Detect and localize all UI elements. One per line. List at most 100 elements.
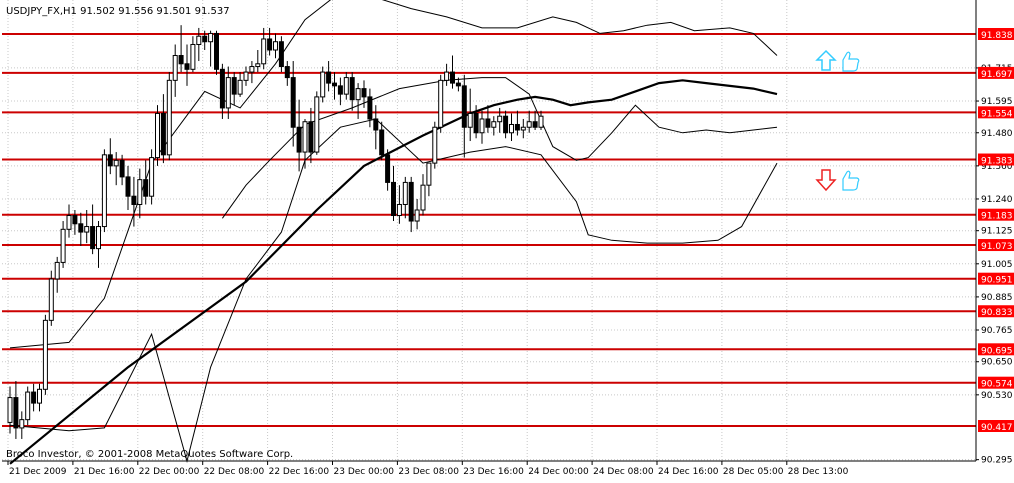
candle-body	[503, 115, 509, 134]
level-tag-text: 91.554	[981, 109, 1013, 119]
candle-body	[497, 115, 503, 123]
candle-body	[155, 112, 160, 159]
candle-body	[66, 215, 72, 230]
candle	[231, 72, 237, 106]
candle-body	[255, 63, 261, 68]
candle-body	[196, 35, 202, 45]
candle	[420, 174, 426, 216]
x-tick-label: 22 Dec 16:00	[269, 467, 330, 477]
candle	[125, 165, 131, 210]
candle-body	[42, 319, 48, 390]
x-tick-label: 23 Dec 08:00	[398, 467, 459, 477]
candle-body	[473, 112, 479, 134]
y-tick-label: 91.480	[981, 129, 1013, 139]
level-tag-text: 90.417	[981, 423, 1013, 433]
candle	[526, 110, 532, 133]
candle	[485, 105, 491, 133]
candle	[308, 107, 314, 164]
candle	[479, 110, 485, 144]
candle-body	[308, 121, 314, 153]
candle	[532, 110, 538, 130]
candle-body	[249, 66, 255, 73]
candle	[385, 149, 391, 191]
candle-body	[190, 43, 196, 70]
candle-body	[160, 112, 166, 156]
candle	[90, 204, 96, 255]
candle-body	[149, 157, 155, 197]
level-tag	[978, 376, 1014, 389]
candle-body	[320, 71, 326, 98]
candle-body	[273, 41, 278, 51]
candle-body	[337, 85, 343, 95]
candle	[107, 138, 113, 175]
candle-body	[184, 63, 190, 70]
candle	[267, 27, 273, 56]
candle-body	[54, 261, 60, 280]
candle-body	[379, 129, 385, 156]
level-tag-text: 91.838	[981, 31, 1013, 41]
candle-body	[13, 397, 19, 429]
candle	[455, 77, 461, 92]
candle	[450, 55, 455, 89]
candle	[143, 160, 149, 205]
grid	[2, 0, 976, 461]
candle	[137, 168, 143, 219]
bollinger-middle-line	[221, 77, 778, 219]
candle	[391, 165, 396, 222]
candle	[349, 72, 355, 111]
y-tick-label: 90.650	[981, 358, 1013, 368]
candle	[520, 118, 526, 139]
level-tag	[978, 272, 1014, 285]
thumb-up-icon	[842, 170, 860, 191]
candle-body	[243, 71, 249, 81]
candle	[290, 61, 296, 147]
candle-body	[520, 126, 526, 131]
candle	[373, 105, 379, 150]
candle	[42, 314, 48, 395]
candle-body	[202, 35, 208, 43]
candle-body	[119, 159, 125, 178]
level-tag	[978, 153, 1014, 166]
candle	[497, 107, 503, 133]
candle	[190, 36, 196, 73]
signals	[815, 49, 860, 192]
candle	[155, 105, 160, 166]
candle-body	[426, 162, 432, 186]
candle-body	[402, 181, 408, 205]
y-tick-label: 91.125	[981, 227, 1013, 237]
candle	[444, 63, 450, 86]
y-tick-label: 91.360	[981, 162, 1013, 172]
candle-body	[137, 179, 143, 205]
candle-body	[450, 71, 455, 84]
candle	[7, 386, 13, 434]
support-resistance-levels	[2, 33, 976, 427]
level-tag-text: 91.697	[981, 70, 1013, 80]
candle-body	[296, 126, 302, 153]
x-tick-label: 28 Dec 05:00	[723, 467, 784, 477]
candle	[355, 83, 361, 119]
candle	[160, 94, 166, 164]
candle-body	[302, 121, 308, 153]
x-tick-label: 24 Dec 00:00	[528, 467, 589, 477]
level-tag	[978, 420, 1014, 432]
candle-body	[267, 38, 273, 51]
candle-body	[125, 176, 131, 197]
moving-average-line	[9, 79, 778, 465]
candle-body	[131, 195, 137, 205]
candle-body	[37, 388, 42, 404]
candle	[332, 72, 337, 100]
candle	[326, 61, 332, 92]
candle-body	[172, 55, 178, 81]
candle	[396, 185, 402, 224]
candle	[31, 383, 37, 412]
candle-body	[143, 179, 149, 197]
candle	[261, 27, 267, 70]
candles	[7, 25, 544, 439]
candle	[202, 30, 208, 50]
candle	[166, 72, 172, 161]
x-tick-label: 22 Dec 08:00	[204, 467, 265, 477]
candle-body	[491, 121, 497, 128]
candle	[509, 113, 514, 142]
